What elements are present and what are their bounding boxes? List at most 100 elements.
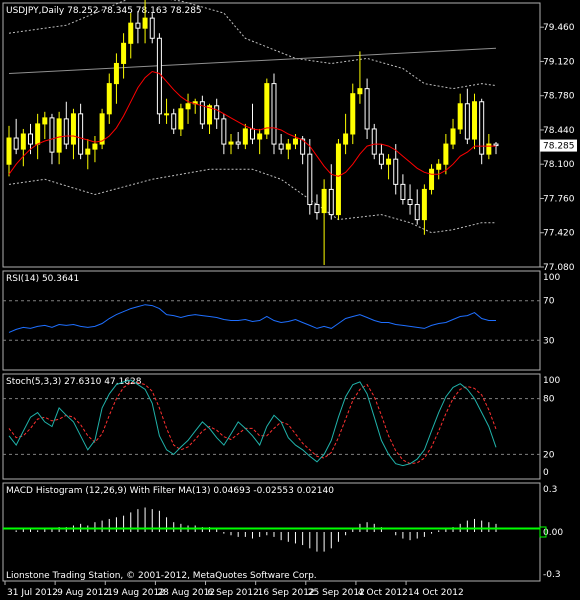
candle-body — [414, 204, 420, 221]
candle-body — [235, 141, 241, 145]
stoch-top-label: 100 — [543, 376, 560, 386]
candle — [307, 139, 313, 215]
candle-body — [292, 138, 298, 145]
price-title: USDJPY,Daily 78.252 78.345 78.163 78.285 — [6, 6, 202, 16]
candle — [164, 98, 170, 124]
candle — [214, 98, 220, 129]
candle — [335, 139, 341, 220]
candle — [121, 33, 127, 79]
candle-body — [335, 143, 341, 216]
candle — [6, 125, 12, 177]
macd-zero-marker — [539, 526, 547, 538]
candle-body — [42, 117, 48, 125]
candle — [142, 0, 148, 44]
price-y-tick-label: 77.420 — [543, 229, 575, 239]
candle-body — [457, 103, 463, 130]
x-tick-label: 16 Sep 2012 — [258, 588, 315, 598]
price-y-tick-label: 78.100 — [543, 160, 575, 170]
macd-top-label: 0.3 — [543, 485, 557, 495]
candle-body — [49, 117, 55, 153]
pane-frame-3 — [2, 482, 541, 582]
candle — [35, 113, 41, 160]
candle — [207, 103, 213, 134]
candle — [321, 179, 327, 265]
candle-body — [99, 113, 105, 145]
candle — [192, 98, 198, 114]
candle-body — [35, 123, 41, 145]
lower-envelope-line — [8, 168, 496, 234]
candle-body — [221, 118, 227, 145]
candle-body — [113, 62, 119, 85]
candle — [257, 128, 263, 155]
price-y-tick-label: 77.080 — [543, 263, 575, 273]
candle-body — [343, 133, 349, 145]
candle — [400, 174, 406, 205]
candle-body — [307, 153, 313, 206]
rsi-level-label: 70 — [543, 297, 555, 307]
candle — [357, 51, 363, 104]
candle — [56, 111, 62, 165]
candle — [78, 103, 84, 160]
candle — [300, 136, 306, 165]
candle — [472, 93, 478, 150]
candle — [479, 98, 485, 165]
candle — [350, 83, 356, 145]
candle — [457, 93, 463, 134]
candle-body — [178, 108, 184, 130]
stoch-main-line — [8, 379, 497, 467]
price-y-tick-label: 79.460 — [543, 23, 575, 33]
candle — [285, 139, 291, 160]
candle — [70, 108, 76, 160]
candle — [106, 73, 112, 124]
candle-body — [357, 88, 363, 95]
candle-body — [20, 133, 26, 150]
candle-body — [85, 148, 91, 155]
candle — [199, 95, 205, 129]
candle-body — [493, 143, 499, 147]
candle-body — [378, 153, 384, 165]
candle-body — [171, 113, 177, 130]
x-tick-label: 14 Oct 2012 — [408, 588, 464, 598]
candle — [264, 78, 270, 140]
last-price-box — [540, 139, 577, 152]
stoch-bottom-label: 0 — [543, 468, 549, 478]
candle — [20, 128, 26, 167]
price-y-tick-label: 78.780 — [543, 92, 575, 102]
candle-body — [371, 128, 377, 155]
candle-body — [78, 113, 84, 155]
candle-body — [228, 141, 234, 145]
candle-body — [121, 42, 127, 64]
candle — [156, 33, 162, 124]
candle-body — [214, 105, 220, 120]
candle-body — [56, 118, 62, 153]
price-y-tick-label: 78.440 — [543, 126, 575, 136]
price-y-tick-label: 79.120 — [543, 57, 575, 67]
candle-body — [479, 101, 485, 155]
candle — [328, 164, 334, 220]
x-tick-label: 9 Aug 2012 — [57, 588, 109, 598]
candle — [113, 53, 119, 104]
candle — [99, 108, 105, 150]
candle — [464, 88, 470, 145]
candle — [450, 118, 456, 150]
stoch-title: Stoch(5,3,3) 27.6310 47.1628 — [6, 377, 142, 387]
candle-body — [350, 93, 356, 135]
candle-body — [407, 198, 413, 206]
x-tick-label: 31 Jul 2012 — [7, 588, 58, 598]
candle-body — [429, 168, 435, 190]
candle — [407, 184, 413, 215]
candle — [250, 103, 255, 145]
candle-body — [6, 137, 12, 165]
candle-body — [436, 163, 442, 170]
x-tick-label: 25 Sep 2012 — [308, 588, 365, 598]
candle-body — [300, 138, 306, 155]
candle — [149, 13, 155, 44]
candle-body — [250, 128, 255, 140]
price-y-tick-label: 77.760 — [543, 194, 575, 204]
pane-frame-0 — [2, 2, 541, 268]
x-tick-label: 28 Aug 2012 — [157, 588, 215, 598]
last-price-label: 78.285 — [543, 142, 575, 152]
candle — [178, 103, 184, 137]
